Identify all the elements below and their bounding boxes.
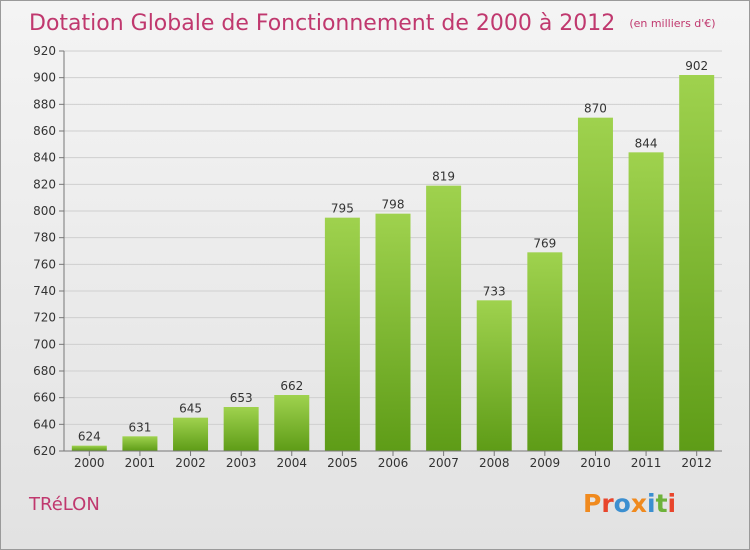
bar-2006 <box>375 213 411 451</box>
x-tick-label: 2005 <box>327 456 358 470</box>
y-tick-label: 700 <box>33 337 56 351</box>
data-label: 844 <box>635 136 658 150</box>
x-tick-label: 2011 <box>631 456 662 470</box>
y-tick-label: 840 <box>33 151 56 165</box>
bar-2012 <box>679 75 715 451</box>
logo-letter: x <box>630 489 647 518</box>
y-tick-label: 760 <box>33 257 56 271</box>
y-tick-label: 680 <box>33 364 56 378</box>
x-tick-label: 2001 <box>125 456 156 470</box>
y-tick-label: 640 <box>33 417 56 431</box>
x-tick-label: 2009 <box>530 456 561 470</box>
data-label: 798 <box>382 198 405 212</box>
y-tick-label: 860 <box>33 124 56 138</box>
x-tick-label: 2012 <box>681 456 712 470</box>
y-tick-label: 780 <box>33 231 56 245</box>
x-tick-label: 2000 <box>74 456 105 470</box>
y-tick-label: 820 <box>33 177 56 191</box>
y-tick-label: 900 <box>33 71 56 85</box>
bar-2002 <box>173 417 209 451</box>
bar-2009 <box>527 252 563 451</box>
logo-letter: t <box>655 489 668 518</box>
commune-name: TRéLON <box>29 494 100 515</box>
x-axis: 2000 2001 2002 2003 2004 2005 2006 2007 2008 2009… <box>64 450 722 470</box>
chart-title: Dotation Globale de Fonctionnement de 20… <box>29 7 716 41</box>
y-tick-label: 620 <box>33 444 56 458</box>
proxiti-logo: Proxiti <box>583 489 676 518</box>
data-label: 795 <box>331 202 354 216</box>
data-label: 645 <box>179 402 202 416</box>
bar-2003 <box>223 407 259 451</box>
data-label: 631 <box>128 420 151 434</box>
y-tick-label: 920 <box>33 44 56 58</box>
x-tick-label: 2008 <box>479 456 510 470</box>
x-tick-label: 2004 <box>276 456 307 470</box>
bar-2010 <box>577 117 613 452</box>
bar-2004 <box>274 395 310 451</box>
y-tick-label: 740 <box>33 284 56 298</box>
bars <box>71 75 715 452</box>
y-tick-label: 720 <box>33 311 56 325</box>
bar-2001 <box>122 436 158 451</box>
logo-letter: P <box>583 489 602 518</box>
y-axis: 620 640 660 680 700 720 740 760 780 800 820 840 860 8… <box>33 44 65 458</box>
data-label: 624 <box>78 430 101 444</box>
x-tick-label: 2003 <box>226 456 257 470</box>
title-text: Dotation Globale de Fonctionnement de 20… <box>29 11 616 36</box>
data-label: 653 <box>230 391 253 405</box>
x-tick-label: 2006 <box>378 456 409 470</box>
logo-letter: i <box>647 489 656 518</box>
bar-2011 <box>628 152 664 452</box>
data-label: 769 <box>533 236 556 250</box>
chart-subtitle: (en milliers d'€) <box>629 17 716 30</box>
bar-2000 <box>71 445 107 451</box>
logo-letter: r <box>601 489 614 518</box>
y-tick-label: 800 <box>33 204 56 218</box>
x-tick-label: 2007 <box>428 456 459 470</box>
x-tick-label: 2010 <box>580 456 611 470</box>
x-tick-label: 2002 <box>175 456 206 470</box>
logo-letter: o <box>613 489 631 518</box>
data-label: 870 <box>584 102 607 116</box>
bar-2005 <box>324 217 360 451</box>
bar-2008 <box>476 300 512 451</box>
bar-2007 <box>426 185 462 451</box>
data-label: 819 <box>432 170 455 184</box>
data-label: 733 <box>483 284 506 298</box>
data-label: 662 <box>280 379 303 393</box>
y-tick-label: 880 <box>33 97 56 111</box>
logo-letter: i <box>667 489 677 518</box>
data-labels: 624 631 645 653 662 795 798 819 733 769 870 844 902 <box>78 59 708 444</box>
data-label: 902 <box>685 59 708 73</box>
y-tick-label: 660 <box>33 391 56 405</box>
